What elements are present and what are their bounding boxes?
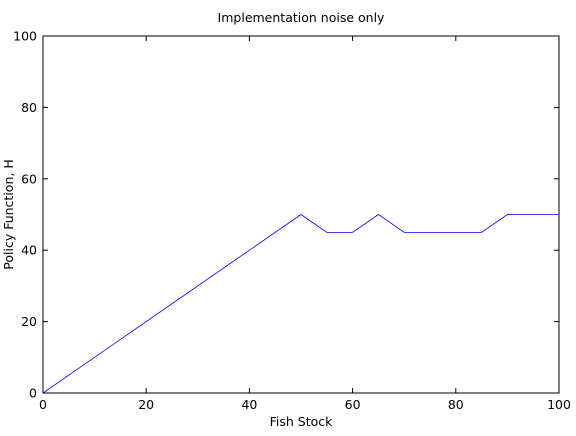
- axis-ticks: [42, 35, 560, 394]
- x-tick-label: 60: [345, 397, 361, 412]
- y-tick-label: 40: [21, 243, 37, 258]
- x-tick-label: 20: [138, 397, 154, 412]
- series-line-0: [42, 214, 559, 394]
- y-tick-label: 20: [21, 314, 37, 329]
- series-layer: [42, 214, 559, 394]
- x-tick-label: 80: [448, 397, 464, 412]
- y-tick-label: 80: [21, 100, 37, 115]
- chart-title: Implementation noise only: [218, 10, 385, 25]
- x-tick-label: 0: [39, 397, 47, 412]
- y-axis-title: Policy Function, H: [1, 159, 16, 269]
- x-tick-label: 100: [547, 397, 571, 412]
- y-tick-label: 60: [21, 171, 37, 186]
- y-tick-label: 100: [13, 29, 37, 44]
- x-axis-title: Fish Stock: [270, 414, 334, 429]
- axis-tick-labels: 0 20 40 60 80 100 0 20 40 60 80 100: [13, 29, 571, 413]
- y-tick-label: 0: [29, 386, 37, 401]
- x-tick-label: 40: [241, 397, 257, 412]
